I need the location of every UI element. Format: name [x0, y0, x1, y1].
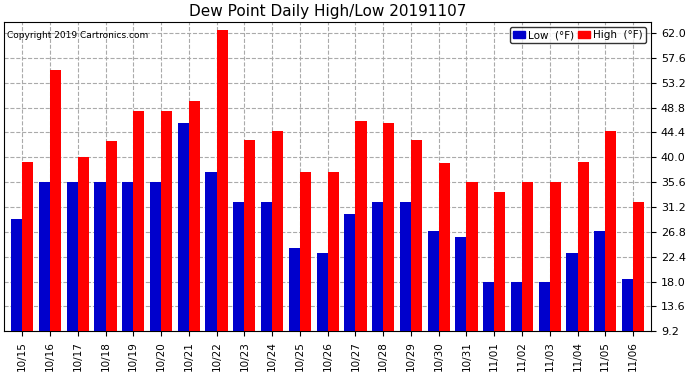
Bar: [622, 279, 633, 331]
Bar: [150, 182, 161, 331]
Bar: [233, 202, 244, 331]
Bar: [11, 219, 22, 331]
Bar: [428, 231, 439, 331]
Bar: [605, 131, 616, 331]
Bar: [594, 231, 605, 331]
Bar: [550, 182, 561, 331]
Bar: [494, 192, 505, 331]
Bar: [539, 282, 550, 331]
Bar: [289, 248, 300, 331]
Bar: [344, 214, 355, 331]
Bar: [355, 121, 366, 331]
Bar: [22, 162, 33, 331]
Bar: [400, 202, 411, 331]
Text: Copyright 2019 Cartronics.com: Copyright 2019 Cartronics.com: [8, 31, 148, 40]
Bar: [300, 172, 311, 331]
Bar: [411, 140, 422, 331]
Bar: [67, 182, 78, 331]
Bar: [178, 123, 189, 331]
Bar: [133, 111, 144, 331]
Bar: [372, 202, 383, 331]
Bar: [511, 282, 522, 331]
Bar: [50, 70, 61, 331]
Bar: [633, 202, 644, 331]
Bar: [161, 111, 172, 331]
Bar: [317, 253, 328, 331]
Bar: [244, 140, 255, 331]
Bar: [122, 182, 133, 331]
Bar: [455, 237, 466, 331]
Bar: [566, 253, 578, 331]
Bar: [39, 182, 50, 331]
Title: Dew Point Daily High/Low 20191107: Dew Point Daily High/Low 20191107: [189, 4, 466, 19]
Bar: [522, 182, 533, 331]
Bar: [78, 157, 89, 331]
Bar: [578, 162, 589, 331]
Bar: [189, 101, 200, 331]
Bar: [106, 141, 117, 331]
Legend: Low  (°F), High  (°F): Low (°F), High (°F): [509, 27, 646, 43]
Bar: [328, 172, 339, 331]
Bar: [261, 202, 272, 331]
Bar: [95, 182, 106, 331]
Bar: [206, 172, 217, 331]
Bar: [272, 131, 283, 331]
Bar: [483, 282, 494, 331]
Bar: [217, 30, 228, 331]
Bar: [439, 163, 450, 331]
Bar: [383, 123, 394, 331]
Bar: [466, 182, 477, 331]
